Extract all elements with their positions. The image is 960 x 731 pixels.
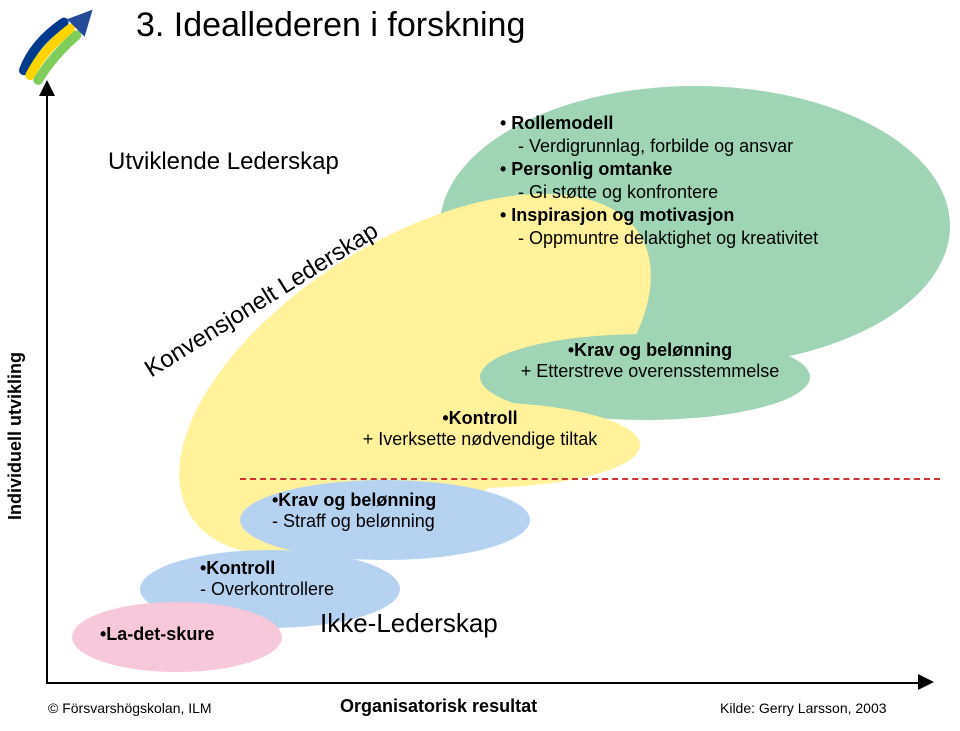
kontroll-minus-head: •Kontroll [200,558,420,579]
ladetskure: •La-det-skure [100,624,214,645]
kontroll-minus-sub: - Overkontrollere [200,579,420,600]
rollemodell-sub: - Verdigrunnlag, forbilde og ansvar [518,135,940,158]
y-axis [46,94,48,684]
rollemodell-head: • Rollemodell [500,112,940,135]
omtanke-sub: - Gi støtte og konfrontere [518,181,940,204]
kontroll-plus: •Kontroll + Iverksette nødvendige tiltak [320,408,640,450]
dashed-separator [240,478,940,480]
y-axis-arrow [39,80,55,96]
label-utviklende: Utviklende Lederskap [108,148,339,176]
krav-minus-head: •Krav og belønning [272,490,532,511]
krav-plus-sub: + Etterstreve overensstemmelse [490,361,810,382]
kontroll-minus: •Kontroll - Overkontrollere [200,558,420,600]
label-ikke: Ikke-Lederskap [320,608,498,639]
x-axis-label: Organisatorisk resultat [340,696,537,717]
omtanke-head: • Personlig omtanke [500,158,940,181]
inspirasjon-head: • Inspirasjon og motivasjon [500,204,940,227]
org-logo [16,8,102,88]
y-axis-label: Individuell utvikling [5,352,26,520]
krav-plus-head: •Krav og belønning [490,340,810,361]
x-axis-arrow [918,674,934,690]
inspirasjon-sub: - Oppmuntre delaktighet og kreativitet [518,227,940,250]
kontroll-plus-head: •Kontroll [320,408,640,429]
footer-source: Kilde: Gerry Larsson, 2003 [720,700,887,716]
krav-plus: •Krav og belønning + Etterstreve overens… [490,340,810,382]
developing-bullets: • Rollemodell - Verdigrunnlag, forbilde … [500,112,940,250]
krav-minus-sub: - Straff og belønning [272,511,532,532]
kontroll-plus-sub: + Iverksette nødvendige tiltak [320,429,640,450]
footer-copyright: © Försvarshögskolan, ILM [48,700,212,716]
page-title: 3. Ideallederen i forskning [136,6,525,45]
krav-minus: •Krav og belønning - Straff og belønning [272,490,532,532]
x-axis [46,682,921,684]
